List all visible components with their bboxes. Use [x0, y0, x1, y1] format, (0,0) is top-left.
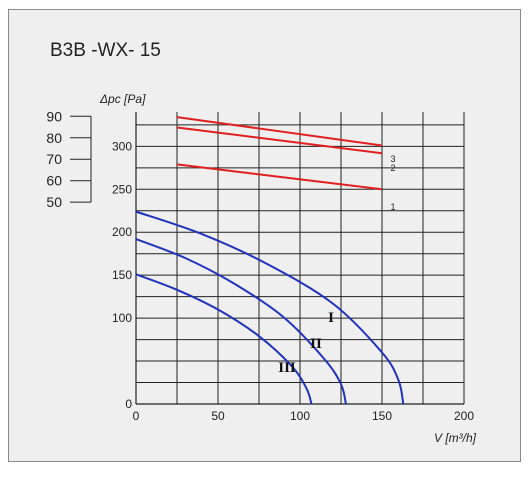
- series-lines: [135, 116, 405, 405]
- x-tick-label: 0: [133, 409, 140, 423]
- series-line-i: [135, 210, 405, 405]
- series-label-ii: II: [310, 336, 322, 352]
- x-axis-title: V [m³/h]: [434, 431, 477, 445]
- y-tick-label: 150: [112, 268, 132, 282]
- series-line-1: [176, 163, 383, 191]
- series-line-ii: [135, 238, 347, 405]
- x-tick-label: 150: [372, 409, 392, 423]
- chart-frame: [8, 9, 521, 462]
- secondary-tick-label: 90: [46, 108, 62, 124]
- series-line-3: [176, 116, 383, 147]
- y-tick-label: 250: [112, 182, 132, 196]
- secondary-tick-label: 70: [46, 151, 62, 167]
- y-axis-title: Δpc [Pa]: [99, 92, 146, 106]
- axis-ticks: 0 50 100 150 200 0 100 150 200 250 300: [112, 139, 474, 423]
- secondary-tick-label: 80: [46, 130, 62, 146]
- y-tick-label: 300: [112, 139, 132, 153]
- series-label-1: 1: [390, 202, 395, 212]
- y-tick-label: 100: [112, 311, 132, 325]
- secondary-tick-label: 60: [46, 173, 62, 189]
- y-tick-label: 0: [125, 397, 132, 411]
- x-tick-label: 50: [211, 409, 225, 423]
- secondary-scale: 90 80 70 60 50: [46, 108, 92, 210]
- x-tick-label: 200: [454, 409, 474, 423]
- chart-title: B3B -WX- 15: [50, 40, 161, 61]
- x-tick-label: 100: [290, 409, 310, 423]
- series-label-3: 3: [390, 154, 395, 164]
- series-label-i: I: [328, 310, 334, 326]
- series-line-iii: [135, 273, 313, 405]
- series-line-2: [176, 126, 383, 155]
- secondary-tick-label: 50: [46, 194, 62, 210]
- series-label-2: 2: [390, 163, 395, 173]
- series-label-iii: III: [278, 360, 296, 376]
- y-tick-label: 200: [112, 225, 132, 239]
